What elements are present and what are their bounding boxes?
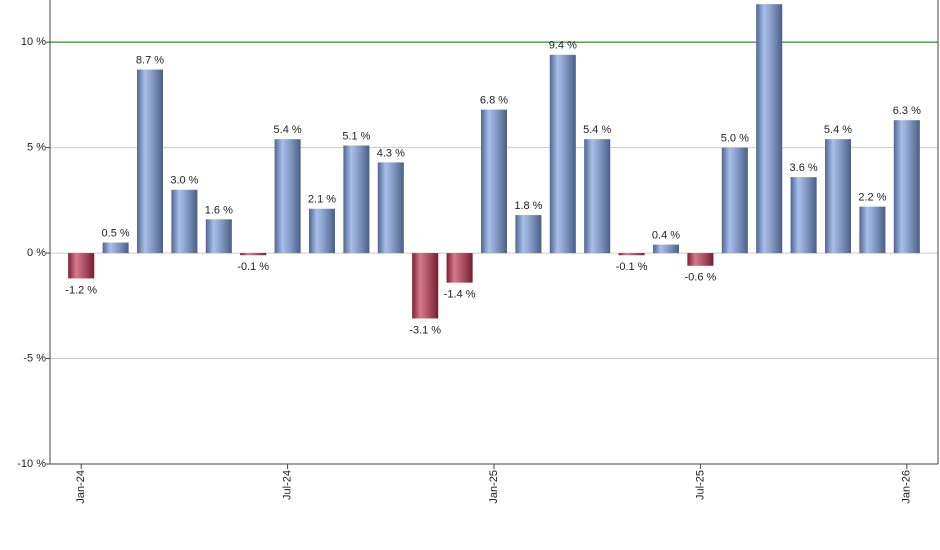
x-tick-label: Jan-26 bbox=[901, 470, 913, 504]
bar-shade bbox=[618, 253, 645, 256]
bar-shade bbox=[653, 244, 679, 254]
y-tick-label: 0 % bbox=[27, 247, 46, 259]
bar-shade bbox=[756, 4, 783, 254]
value-label: 6.3 % bbox=[893, 105, 921, 117]
bar-shade bbox=[825, 139, 851, 254]
value-label: -0.1 % bbox=[237, 261, 269, 273]
bar-shade bbox=[721, 147, 748, 254]
value-label: 5.4 % bbox=[583, 124, 611, 136]
value-label: 0.5 % bbox=[102, 227, 130, 239]
bar-shade bbox=[859, 206, 886, 254]
x-tick-label: Jul-25 bbox=[694, 470, 706, 500]
value-label: -1.4 % bbox=[444, 289, 476, 301]
bar-shade bbox=[412, 253, 439, 319]
value-label: 1.6 % bbox=[205, 204, 233, 216]
y-tick-label: 10 % bbox=[21, 36, 46, 48]
bar-shade bbox=[687, 253, 714, 266]
bar-shade bbox=[790, 177, 817, 254]
value-label: 6.8 % bbox=[480, 95, 508, 107]
bar-shade bbox=[446, 253, 473, 283]
value-label: 8.7 % bbox=[136, 55, 164, 67]
bar-shade bbox=[274, 139, 301, 254]
bar-shade bbox=[377, 162, 404, 254]
value-label: 0.4 % bbox=[652, 230, 680, 242]
value-label: -0.1 % bbox=[616, 261, 648, 273]
bar-shade bbox=[309, 208, 335, 254]
value-label: -0.6 % bbox=[685, 272, 717, 284]
bar-shade bbox=[515, 215, 542, 254]
bar-shade bbox=[171, 189, 198, 254]
bar-shade bbox=[549, 54, 576, 254]
value-label: -1.2 % bbox=[65, 284, 97, 296]
value-label: 2.2 % bbox=[858, 192, 886, 204]
bar-shade bbox=[102, 242, 129, 254]
y-tick-label: 5 % bbox=[27, 142, 46, 154]
bar-shade bbox=[481, 109, 507, 254]
value-label: 5.4 % bbox=[274, 124, 302, 136]
value-label: 5.4 % bbox=[824, 124, 852, 136]
x-tick-label: Jan-24 bbox=[75, 470, 87, 504]
value-label: 3.0 % bbox=[170, 175, 198, 187]
bar-shade bbox=[240, 253, 267, 256]
value-label: 5.1 % bbox=[342, 130, 370, 142]
y-tick-label: -10 % bbox=[17, 458, 46, 470]
value-label: 4.3 % bbox=[377, 147, 405, 159]
value-label: 1.8 % bbox=[514, 200, 542, 212]
bar-shade bbox=[893, 120, 920, 254]
bar-shade bbox=[205, 219, 232, 254]
bar-shade bbox=[137, 69, 163, 254]
y-tick-label: -5 % bbox=[23, 352, 46, 364]
value-label: 5.0 % bbox=[721, 133, 749, 145]
value-label: 3.6 % bbox=[790, 162, 818, 174]
value-label: 11.8 % bbox=[752, 0, 786, 1]
x-tick-label: Jan-25 bbox=[488, 470, 500, 504]
bar-shade bbox=[68, 253, 95, 279]
bar-shade bbox=[343, 145, 370, 254]
value-label: 9.4 % bbox=[549, 40, 577, 52]
bar-shade bbox=[584, 139, 611, 254]
x-tick-label: Jul-24 bbox=[282, 470, 294, 500]
value-label: -3.1 % bbox=[409, 324, 441, 336]
value-label: 2.1 % bbox=[308, 194, 336, 206]
